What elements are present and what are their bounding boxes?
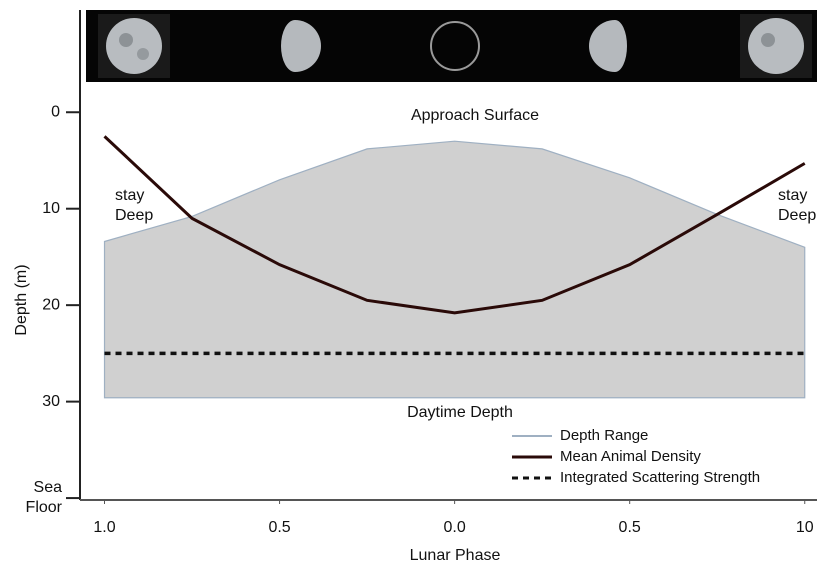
full-moon [748, 18, 804, 74]
annotation: stay Deep [115, 186, 161, 226]
moon-crater [137, 48, 149, 60]
annotation: Approach Surface [411, 107, 539, 124]
x-tick-label: 0.5 [619, 519, 641, 536]
legend-label: Integrated Scattering Strength [560, 469, 760, 486]
moon-crater [119, 33, 133, 47]
chart-svg: Depth (m) Lunar Phase Approach Surface D… [0, 0, 817, 568]
x-axis-label: Lunar Phase [410, 547, 501, 564]
full-moon [106, 18, 162, 74]
x-tick-label: 1.0 [93, 519, 115, 536]
x-tick-label: 0.0 [444, 519, 466, 536]
y-axis-label: Depth (m) [13, 264, 30, 335]
y-tick-label: 10 [42, 200, 60, 217]
annotation: stay Deep [778, 186, 817, 226]
annotation: Daytime Depth [407, 404, 513, 421]
area [105, 141, 805, 398]
moon-crater [761, 33, 775, 47]
y-tick-label: Sea Floor [0, 478, 62, 518]
plot [105, 141, 805, 398]
legend-label: Depth Range [560, 427, 648, 444]
x-tick-label: 10 [796, 519, 814, 536]
moon-strip-bg [86, 10, 817, 82]
legend-label: Mean Animal Density [560, 448, 701, 465]
moon-strip [86, 10, 817, 82]
y-tick-label: 0 [51, 103, 60, 120]
chart: Depth (m) Lunar Phase Approach Surface D… [0, 0, 817, 568]
x-tick-label: 0.5 [268, 519, 290, 536]
y-tick-label: 30 [42, 393, 60, 410]
y-tick-label: 20 [42, 296, 60, 313]
